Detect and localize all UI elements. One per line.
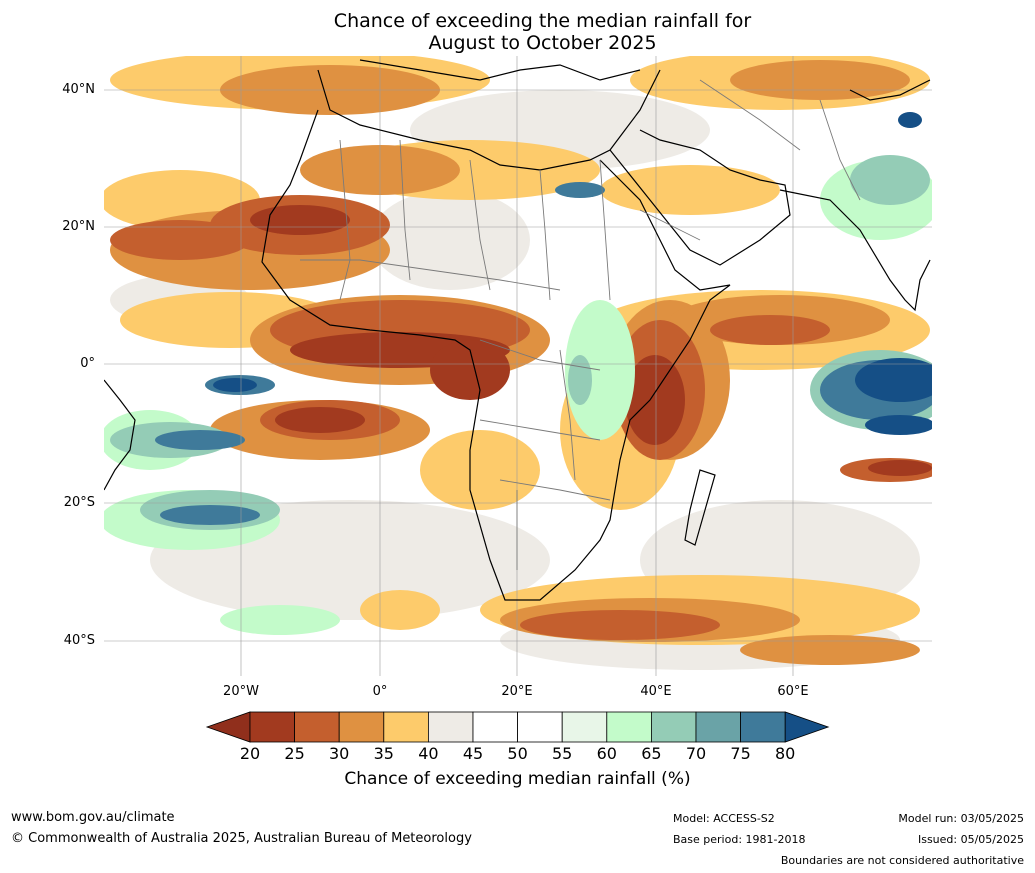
lat-label-40s: 40°S [63, 633, 95, 648]
above-median-very-strong-areas [213, 112, 932, 435]
lat-label-20n: 20°N [62, 219, 95, 234]
gridlines [104, 56, 932, 676]
issued-date: Issued: 05/05/2025 [917, 833, 1024, 846]
lon-label-20w: 20°W [223, 684, 259, 699]
colorbar-tick-30: 30 [329, 744, 350, 763]
colorbar-swatch-20-25 [249, 711, 295, 743]
colorbar-swatch-65-70 [651, 711, 697, 743]
colorbar-swatch-30-35 [338, 711, 385, 743]
country-boundaries [300, 79, 861, 570]
website-link[interactable]: www.bom.gov.au/climate [11, 810, 175, 825]
colorbar-tick-20: 20 [239, 744, 261, 763]
colorbar-tick-50: 50 [507, 744, 528, 763]
base-period: Base period: 1981-2018 [673, 833, 806, 846]
chart-title: Chance of exceeding the median rainfall … [0, 10, 1035, 54]
lat-label-40n: 40°N [62, 82, 95, 97]
boundaries-note: Boundaries are not considered authoritat… [780, 854, 1024, 867]
colorbar-swatch-75-80 [740, 711, 786, 743]
colorbar-swatch-60-65 [606, 711, 652, 743]
colorbar [205, 711, 830, 743]
colorbar-swatch-55-60 [561, 711, 608, 743]
lon-label-20e: 20°E [501, 684, 533, 699]
colorbar-swatch-25-30 [294, 711, 340, 743]
colorbar-swatch-70-75 [695, 711, 741, 743]
colorbar-tick-70: 70 [685, 744, 707, 763]
model-run-date: Model run: 03/05/2025 [898, 812, 1024, 825]
colorbar-swatch-40-45 [427, 711, 474, 743]
lat-label-0: 0° [80, 356, 95, 371]
lon-label-0: 0° [372, 684, 388, 699]
colorbar-label: Chance of exceeding median rainfall (%) [344, 769, 691, 789]
colorbar-under-arrow [205, 711, 251, 743]
lon-label-60e: 60°E [777, 684, 809, 699]
lat-label-20s: 20°S [63, 495, 95, 510]
below-median-very-strong-areas [250, 205, 932, 476]
colorbar-over-arrow [784, 711, 830, 743]
copyright-text: © Commonwealth of Australia 2025, Austra… [11, 831, 472, 846]
colorbar-tick-75: 75 [730, 744, 751, 763]
colorbar-tick-60: 60 [596, 744, 617, 763]
colorbar-tick-25: 25 [284, 744, 305, 763]
colorbar-tick-40: 40 [418, 744, 439, 763]
colorbar-swatch-45-50 [472, 711, 518, 743]
title-line-1: Chance of exceeding the median rainfall … [333, 10, 752, 32]
model-name: Model: ACCESS-S2 [673, 812, 775, 825]
colorbar-swatch-35-40 [383, 711, 429, 743]
colorbar-tick-80: 80 [775, 744, 796, 763]
title-line-2: August to October 2025 [428, 32, 657, 54]
colorbar-tick-45: 45 [462, 744, 484, 763]
colorbar-swatch-50-55 [517, 711, 563, 743]
map-panel [104, 56, 932, 676]
colorbar-tick-35: 35 [373, 744, 394, 763]
colorbar-tick-55: 55 [552, 744, 573, 763]
lon-label-40e: 40°E [640, 684, 672, 699]
colorbar-tick-65: 65 [641, 744, 662, 763]
